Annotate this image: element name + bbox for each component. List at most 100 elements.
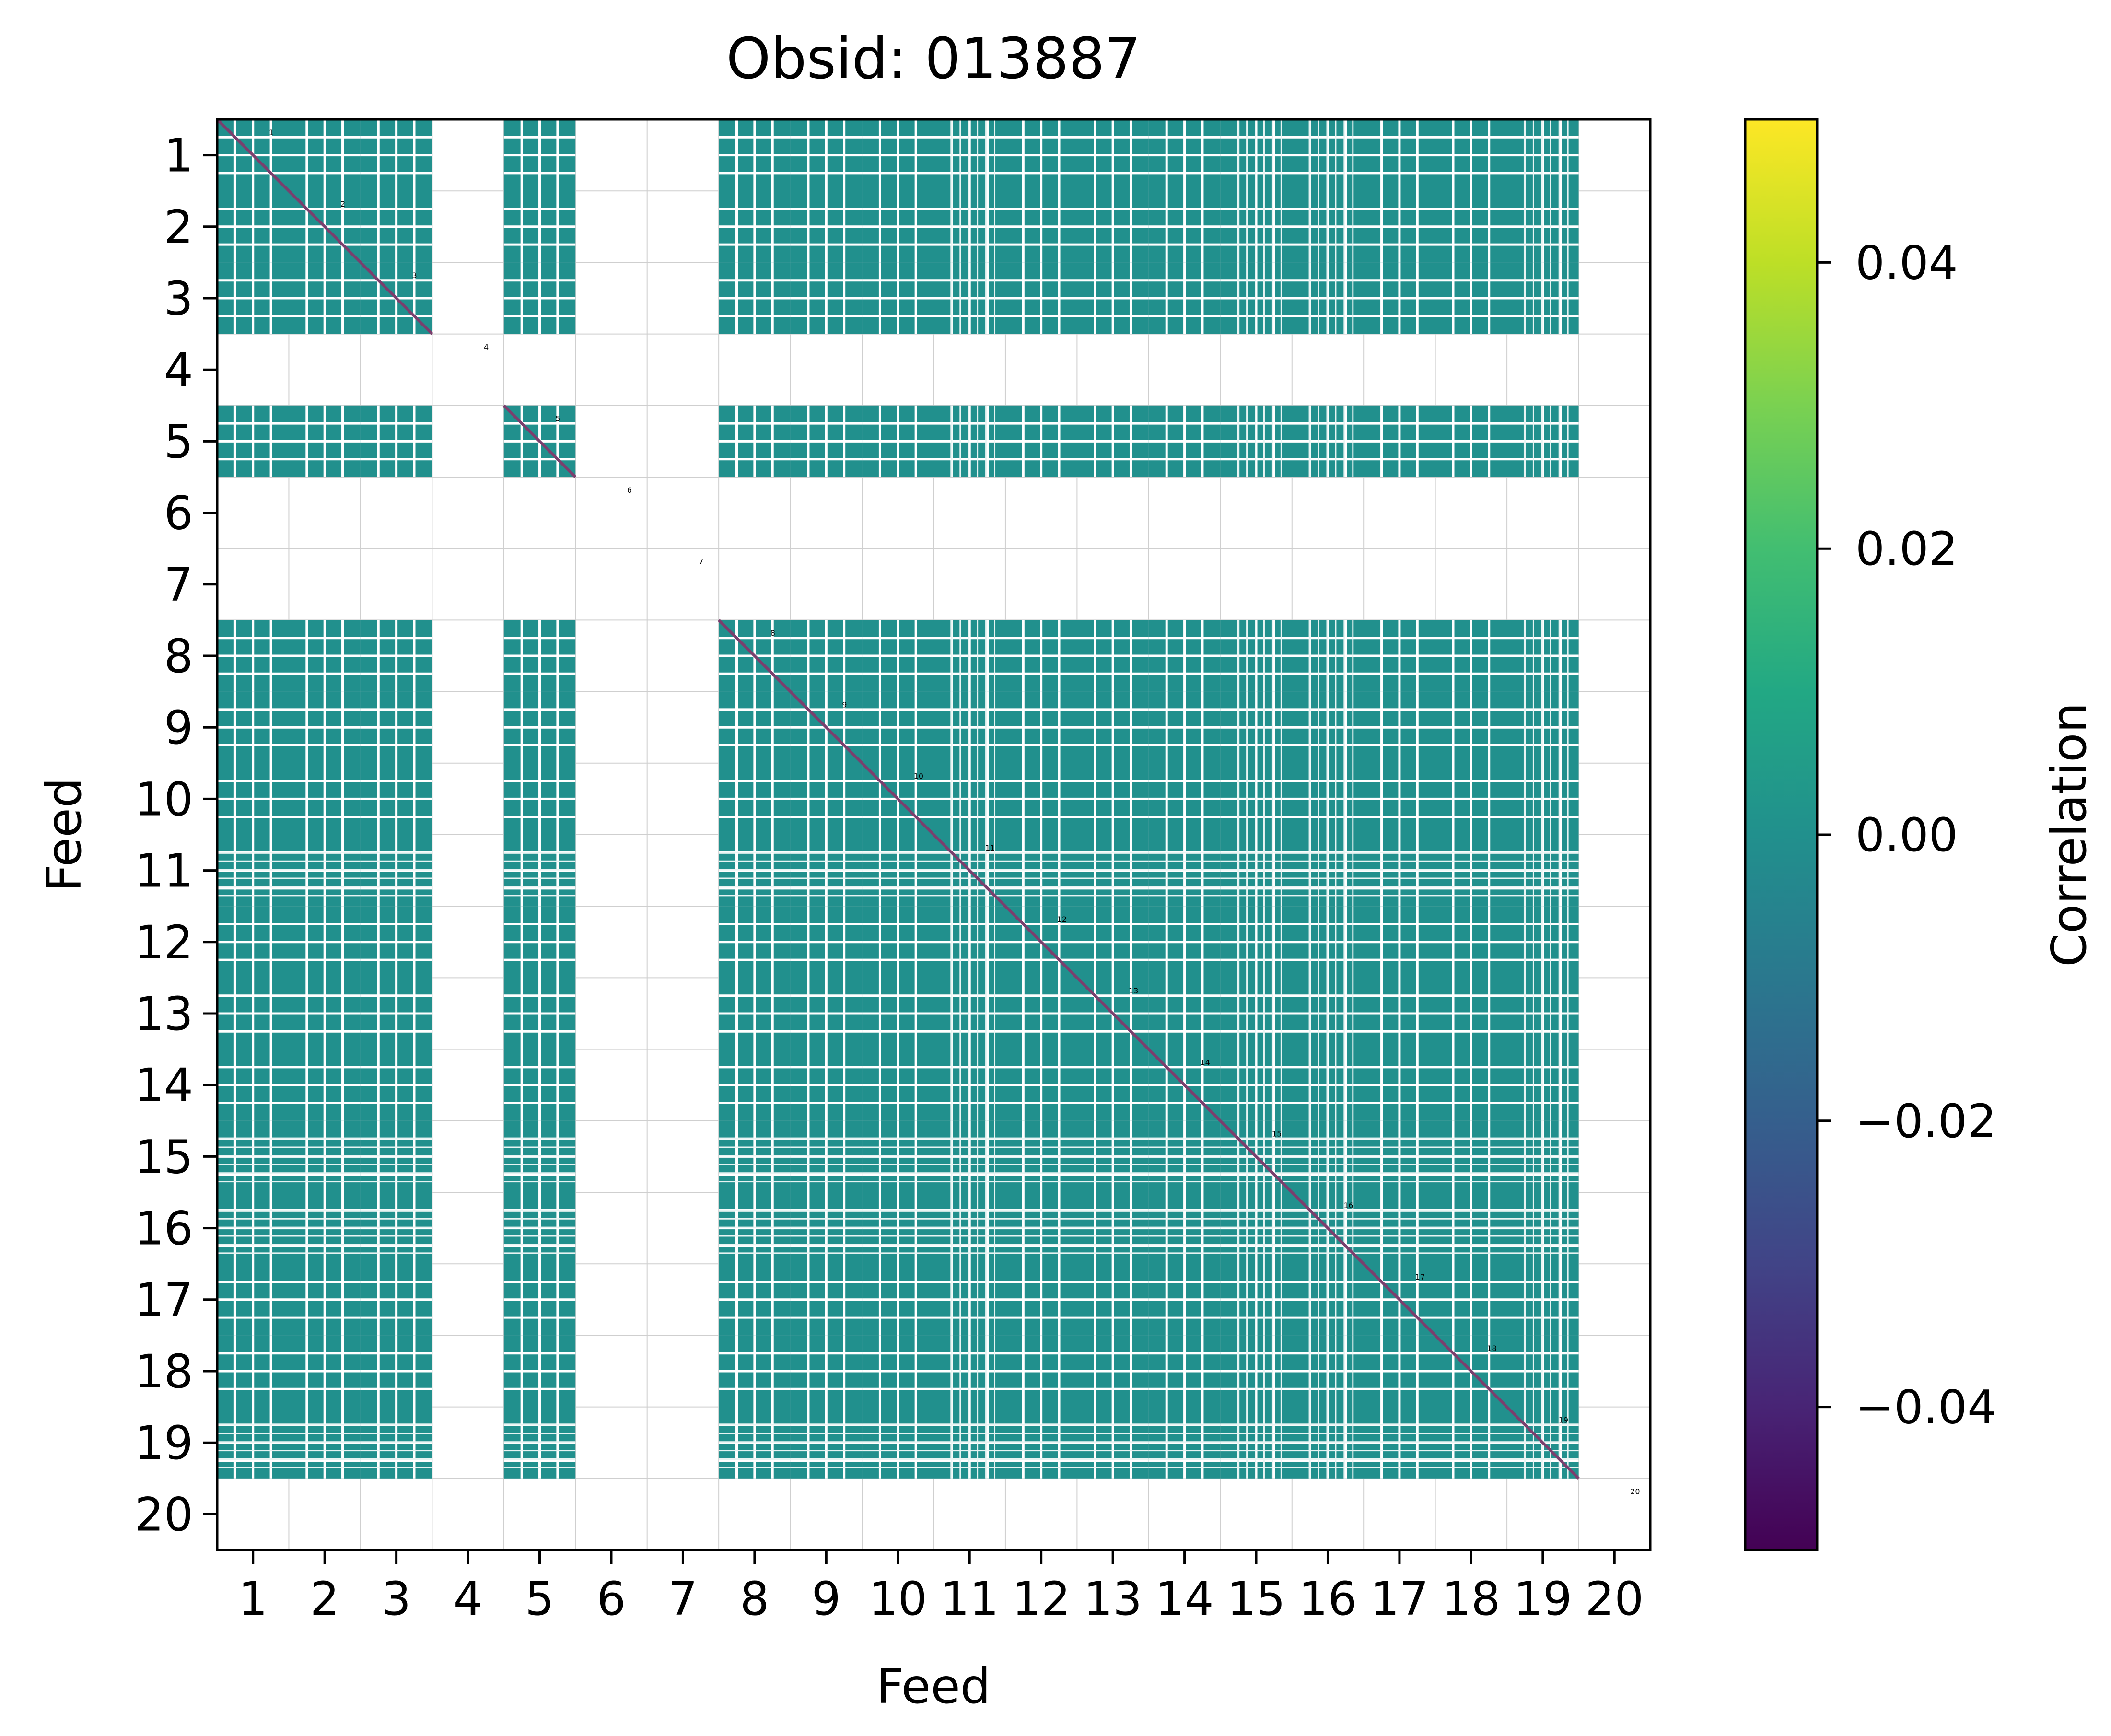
cell-8-2 xyxy=(289,620,361,692)
y-tick-label-16: 16 xyxy=(135,1202,193,1256)
cell-17-14 xyxy=(1148,1264,1221,1336)
diagonal-label-18: 18 xyxy=(1487,1344,1496,1353)
y-tick-label-7: 7 xyxy=(164,558,193,612)
cell-15-14 xyxy=(1148,1120,1221,1192)
cell-8-11 xyxy=(933,620,1005,692)
y-tick-label-1: 1 xyxy=(164,129,193,183)
cell-2-10 xyxy=(862,191,934,263)
cell-3-16 xyxy=(1292,262,1364,334)
cell-11-1 xyxy=(217,835,289,907)
cell-17-3 xyxy=(360,1264,432,1336)
cell-11-2 xyxy=(289,835,361,907)
cell-16-15 xyxy=(1220,1192,1292,1264)
cell-9-16 xyxy=(1292,691,1364,763)
diagonal-line xyxy=(217,119,1580,1480)
cell-5-16 xyxy=(1292,405,1364,477)
cell-11-10 xyxy=(862,835,934,907)
cell-14-8 xyxy=(719,1049,791,1121)
colorbar-tick-label-1: 0.02 xyxy=(1855,522,1958,576)
cell-11-15 xyxy=(1220,835,1292,907)
diagonal-label-4: 4 xyxy=(484,342,489,351)
cell-8-13 xyxy=(1077,620,1149,692)
cell-1-14 xyxy=(1148,119,1221,191)
cell-12-8 xyxy=(719,906,791,978)
cell-17-5 xyxy=(503,1264,576,1336)
cell-2-8 xyxy=(719,191,791,263)
cell-10-3 xyxy=(360,763,432,835)
cell-8-9 xyxy=(790,620,863,692)
x-tick-label-6: 6 xyxy=(596,1572,626,1626)
cell-15-12 xyxy=(1005,1120,1077,1192)
cell-8-14 xyxy=(1148,620,1221,692)
cell-17-19 xyxy=(1507,1264,1579,1336)
cell-2-9 xyxy=(790,191,863,263)
cell-8-16 xyxy=(1292,620,1364,692)
cell-19-3 xyxy=(360,1407,432,1479)
cell-1-13 xyxy=(1077,119,1149,191)
cell-14-11 xyxy=(933,1049,1005,1121)
colorbar-ticks: 0.04 0.02 0.00 −0.02 −0.04 xyxy=(1817,236,1996,1434)
diagonal-segment-2 xyxy=(288,190,362,264)
cell-16-19 xyxy=(1507,1192,1579,1264)
cell-16-2 xyxy=(289,1192,361,1264)
cell-13-9 xyxy=(790,978,863,1049)
cell-10-1 xyxy=(217,763,289,835)
cell-18-8 xyxy=(719,1335,791,1407)
cell-10-5 xyxy=(503,763,576,835)
y-axis-label: Feed xyxy=(36,778,92,892)
cell-14-2 xyxy=(289,1049,361,1121)
diagonal-segment-11 xyxy=(933,833,1007,908)
cell-19-14 xyxy=(1148,1407,1221,1479)
cell-8-10 xyxy=(862,620,934,692)
cell-10-2 xyxy=(289,763,361,835)
cell-17-16 xyxy=(1292,1264,1364,1336)
cell-17-2 xyxy=(289,1264,361,1336)
cell-18-12 xyxy=(1005,1335,1077,1407)
cell-5-9 xyxy=(790,405,863,477)
diagonal-segment-13 xyxy=(1076,977,1150,1050)
diagonal-label-11: 11 xyxy=(985,843,995,852)
y-tick-label-18: 18 xyxy=(135,1345,193,1398)
cell-12-2 xyxy=(289,906,361,978)
cell-16-9 xyxy=(790,1192,863,1264)
cell-9-18 xyxy=(1435,691,1507,763)
diagonal-segment-10 xyxy=(861,762,935,836)
cell-2-15 xyxy=(1220,191,1292,263)
cell-10-17 xyxy=(1364,763,1435,835)
cell-13-15 xyxy=(1220,978,1292,1049)
cell-8-12 xyxy=(1005,620,1077,692)
cell-19-13 xyxy=(1077,1407,1149,1479)
cell-1-18 xyxy=(1435,119,1507,191)
cell-19-1 xyxy=(217,1407,289,1479)
cell-15-11 xyxy=(933,1120,1005,1192)
x-tick-label-18: 18 xyxy=(1442,1572,1500,1626)
diagonal-segment-12 xyxy=(1004,905,1078,979)
y-tick-label-2: 2 xyxy=(164,200,193,254)
cell-5-2 xyxy=(289,405,361,477)
cell-16-10 xyxy=(862,1192,934,1264)
diagonal-label-8: 8 xyxy=(770,629,775,638)
x-tick-label-17: 17 xyxy=(1370,1572,1429,1626)
cell-5-10 xyxy=(862,405,934,477)
cell-9-8 xyxy=(719,691,791,763)
cell-1-5 xyxy=(503,119,576,191)
cell-9-19 xyxy=(1507,691,1579,763)
cell-15-16 xyxy=(1292,1120,1364,1192)
cell-3-17 xyxy=(1364,262,1435,334)
cell-11-8 xyxy=(719,835,791,907)
cell-5-1 xyxy=(217,405,289,477)
cell-10-9 xyxy=(790,763,863,835)
diagonal-label-6: 6 xyxy=(627,486,632,495)
x-axis-label: Feed xyxy=(876,1658,991,1714)
cell-18-9 xyxy=(790,1335,863,1407)
y-tick-label-8: 8 xyxy=(164,629,193,683)
cell-12-17 xyxy=(1364,906,1435,978)
cell-19-15 xyxy=(1220,1407,1292,1479)
cell-15-13 xyxy=(1077,1120,1149,1192)
cell-9-13 xyxy=(1077,691,1149,763)
cell-1-15 xyxy=(1220,119,1292,191)
cell-16-8 xyxy=(719,1192,791,1264)
cell-13-5 xyxy=(503,978,576,1049)
cell-10-16 xyxy=(1292,763,1364,835)
cell-15-10 xyxy=(862,1120,934,1192)
